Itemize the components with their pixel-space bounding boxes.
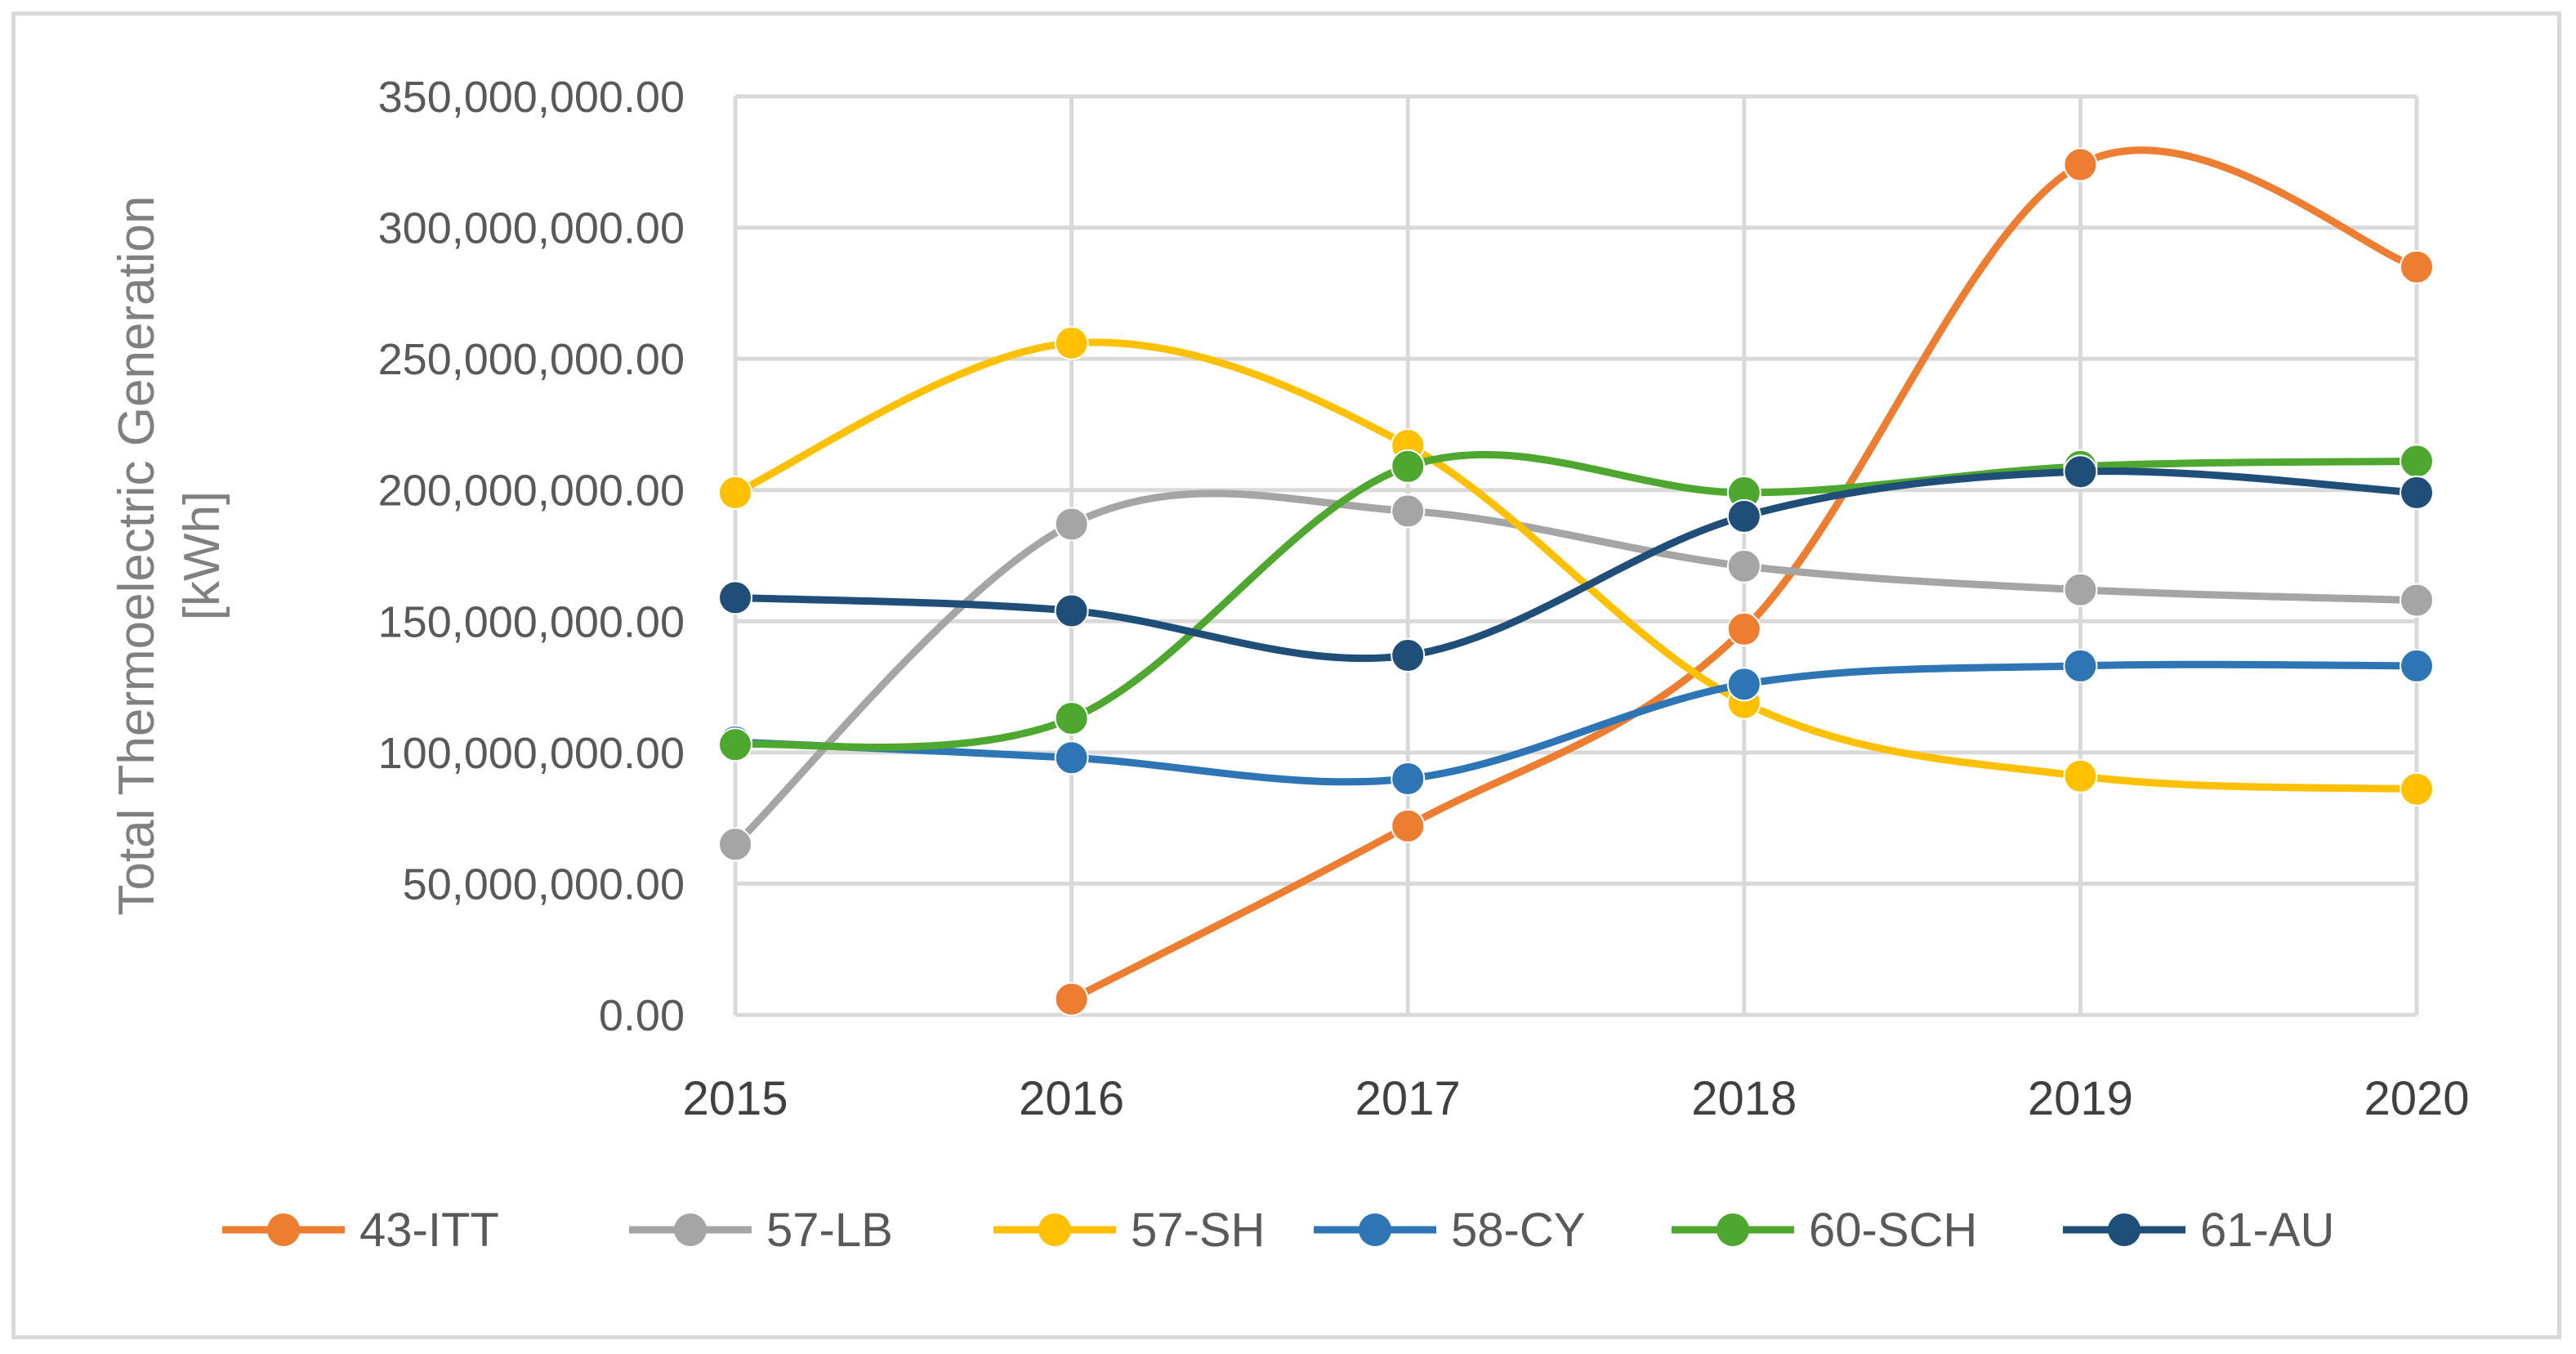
data-point-60-SCH — [718, 727, 752, 762]
data-point-57-LB — [2400, 583, 2434, 618]
data-point-43-ITT — [2400, 249, 2434, 284]
legend-swatch-marker — [2108, 1213, 2141, 1246]
gridlines — [733, 94, 2419, 1017]
legend-label: 61-AU — [2200, 1204, 2334, 1257]
data-point-43-ITT — [1054, 981, 1089, 1017]
x-tick-label: 2016 — [1019, 1072, 1124, 1125]
x-tick-label: 2020 — [2364, 1072, 2469, 1125]
y-tick-label: 300,000,000.00 — [378, 204, 685, 253]
y-tick-label: 100,000,000.00 — [378, 729, 685, 778]
data-point-57-SH — [2063, 758, 2098, 793]
data-point-57-LB — [1391, 494, 1426, 529]
data-point-57-LB — [2063, 572, 2098, 607]
y-tick-label: 200,000,000.00 — [378, 467, 685, 516]
legend-label: 43-ITT — [359, 1204, 499, 1257]
y-tick-label: 150,000,000.00 — [378, 597, 685, 646]
data-point-57-LB — [1726, 548, 1761, 583]
data-point-58-CY — [2400, 648, 2434, 683]
data-point-61-AU — [2063, 454, 2098, 489]
series-lines — [731, 146, 2421, 1003]
legend-swatch-marker — [267, 1213, 300, 1246]
y-tick-label: 0.00 — [599, 991, 685, 1040]
y-tick-label: 350,000,000.00 — [378, 73, 685, 122]
series-points — [718, 147, 2434, 1017]
data-point-43-ITT — [1726, 611, 1761, 646]
data-point-57-LB — [1054, 507, 1089, 542]
legend-label: 57-SH — [1131, 1204, 1265, 1257]
y-axis-label-line: Total Thermoelectric Generation — [109, 195, 165, 915]
data-point-57-SH — [1054, 325, 1089, 360]
chart-frame — [11, 11, 2561, 1339]
y-axis-label: Total Thermoelectric Generation [kWh] — [109, 195, 230, 915]
data-point-58-CY — [1054, 740, 1089, 775]
x-axis-ticks: 2015 2016 2017 2018 2019 2020 — [682, 1072, 2469, 1125]
series-line-58-CY — [731, 660, 2421, 786]
data-point-43-ITT — [1391, 808, 1426, 843]
y-axis-label-line: [kWh] — [174, 491, 230, 620]
data-point-58-CY — [2063, 648, 2098, 683]
legend-label: 57-LB — [766, 1204, 893, 1257]
legend-label: 60-SCH — [1809, 1204, 1977, 1257]
x-tick-label: 2018 — [1691, 1072, 1797, 1125]
x-tick-label: 2017 — [1355, 1072, 1461, 1125]
series-line-43-ITT — [1068, 146, 2421, 1003]
data-point-61-AU — [718, 580, 752, 615]
legend-swatch-marker — [1038, 1213, 1071, 1246]
data-point-61-AU — [1054, 593, 1089, 628]
data-point-60-SCH — [2400, 444, 2434, 479]
data-point-61-AU — [1391, 638, 1426, 673]
y-tick-label: 250,000,000.00 — [378, 335, 685, 384]
data-point-57-LB — [718, 827, 752, 862]
data-point-57-SH — [718, 475, 752, 510]
data-point-61-AU — [2400, 475, 2434, 510]
legend-swatch-marker — [1359, 1213, 1391, 1246]
data-point-58-CY — [1391, 761, 1426, 796]
series-line-61-AU — [731, 467, 2421, 663]
data-point-60-SCH — [1054, 701, 1089, 736]
legend: 43-ITT 57-LB 57-SH 58-CY 60-SCH 61-AU — [222, 1204, 2334, 1257]
x-tick-label: 2015 — [682, 1072, 788, 1125]
y-axis-ticks: 0.00 50,000,000.00 100,000,000.00 150,000,0… — [378, 73, 685, 1040]
legend-swatch-marker — [674, 1213, 707, 1246]
series-line-57-SH — [731, 338, 2421, 793]
series-line-60-SCH — [731, 450, 2421, 751]
data-point-57-SH — [2400, 771, 2434, 807]
y-tick-label: 50,000,000.00 — [403, 860, 685, 909]
x-tick-label: 2019 — [2028, 1072, 2133, 1125]
data-point-61-AU — [1726, 498, 1761, 534]
series-line-57-LB — [731, 489, 2421, 848]
legend-label: 58-CY — [1451, 1204, 1585, 1257]
data-point-58-CY — [1726, 667, 1761, 702]
data-point-43-ITT — [2063, 147, 2098, 182]
data-point-60-SCH — [1391, 449, 1426, 484]
legend-swatch-marker — [1717, 1213, 1749, 1246]
